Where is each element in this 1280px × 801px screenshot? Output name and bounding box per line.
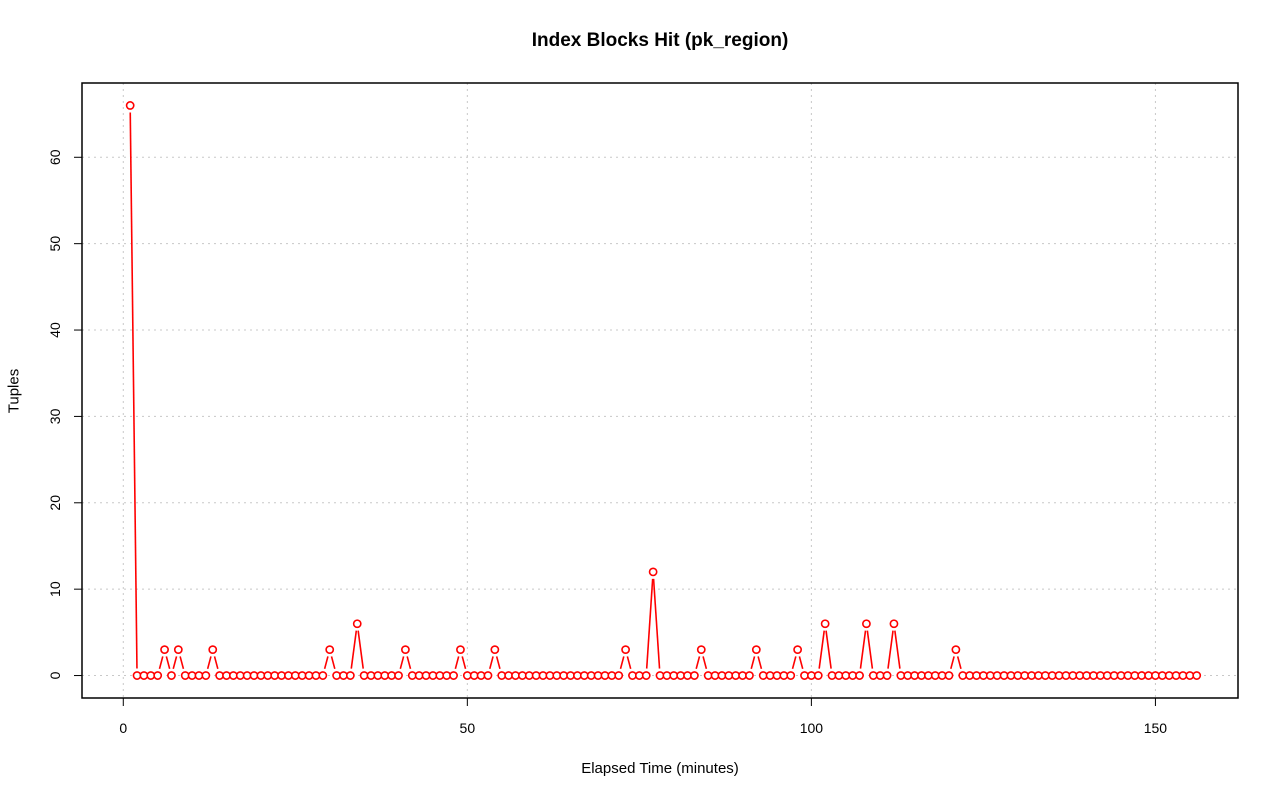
series-segment: [798, 656, 804, 669]
series-line: [129, 112, 962, 669]
data-point: [944, 671, 954, 680]
data-point: [786, 671, 796, 680]
series-segment: [652, 578, 661, 669]
series-segment: [495, 656, 501, 669]
series-segment: [454, 656, 460, 669]
data-point: [1192, 671, 1202, 680]
data-point: [401, 645, 410, 655]
data-point: [449, 671, 458, 680]
data-point: [889, 619, 899, 629]
series-segment: [213, 656, 219, 669]
data-point: [690, 671, 699, 680]
series-segment: [825, 630, 832, 669]
series-segment: [750, 656, 756, 669]
data-point: [456, 645, 465, 655]
y-tick-label: 20: [47, 495, 63, 511]
series-segment: [488, 656, 494, 669]
series-segment: [165, 656, 171, 669]
x-tick-label: 50: [460, 720, 476, 736]
x-axis-label: Elapsed Time (minutes): [581, 760, 739, 777]
y-tick-label: 30: [47, 408, 63, 424]
data-point: [813, 671, 823, 680]
series-segment: [357, 630, 364, 669]
data-point: [751, 645, 761, 655]
series-segment: [791, 656, 797, 669]
data-point: [696, 645, 706, 655]
series-segment: [956, 656, 962, 669]
data-point: [855, 671, 864, 680]
data-point: [490, 645, 500, 655]
data-points: [125, 101, 1202, 680]
data-point: [325, 645, 335, 655]
series-segment: [626, 656, 632, 669]
data-point: [614, 671, 624, 680]
chart-title: Index Blocks Hit (pk_region): [531, 30, 789, 51]
series-segment: [206, 656, 212, 669]
series-segment: [950, 656, 955, 669]
series-segment: [894, 630, 901, 669]
data-point: [394, 671, 403, 680]
y-tick-label: 40: [47, 322, 63, 338]
y-tick-label: 50: [47, 236, 63, 252]
data-point: [882, 671, 892, 680]
x-tick-label: 150: [1144, 720, 1168, 736]
series-segment: [866, 630, 874, 669]
series-segment: [158, 656, 164, 669]
data-point: [352, 619, 362, 629]
series-segment: [645, 578, 654, 669]
series-segment: [172, 656, 178, 669]
series-segment: [350, 630, 358, 669]
data-point: [621, 645, 630, 655]
y-tick-label: 60: [47, 149, 63, 165]
data-point: [153, 671, 163, 680]
x-tick-label: 100: [800, 720, 824, 736]
data-point: [173, 645, 183, 655]
series-segment: [323, 656, 329, 669]
data-point: [208, 645, 218, 655]
data-point: [483, 671, 493, 680]
series-segment: [330, 656, 336, 669]
series-segment: [859, 630, 867, 669]
series-segment: [757, 656, 763, 669]
grid-lines: [82, 83, 1238, 698]
data-point: [201, 671, 211, 680]
series-segment: [129, 112, 138, 669]
plot-frame: [81, 82, 1239, 699]
series-segment: [179, 656, 185, 669]
series-segment: [619, 656, 625, 669]
data-point: [793, 645, 803, 655]
x-tick-label: 0: [119, 720, 127, 736]
y-tick-label: 10: [47, 581, 63, 597]
data-point: [648, 567, 658, 577]
data-point: [862, 619, 871, 629]
data-point: [951, 645, 961, 655]
series-segment: [461, 656, 467, 669]
series-segment: [695, 656, 701, 669]
data-point: [820, 619, 830, 629]
y-tick-label: 0: [47, 671, 63, 679]
data-point: [641, 671, 651, 680]
series-segment: [702, 656, 708, 669]
data-point: [160, 645, 169, 655]
series-segment: [818, 630, 826, 669]
data-point: [125, 101, 135, 110]
data-point: [345, 671, 355, 680]
data-point: [167, 671, 176, 680]
data-point: [318, 671, 328, 680]
series-segment: [406, 656, 412, 669]
data-point: [745, 671, 754, 680]
series-segment: [399, 656, 405, 669]
series-segment: [887, 630, 894, 669]
